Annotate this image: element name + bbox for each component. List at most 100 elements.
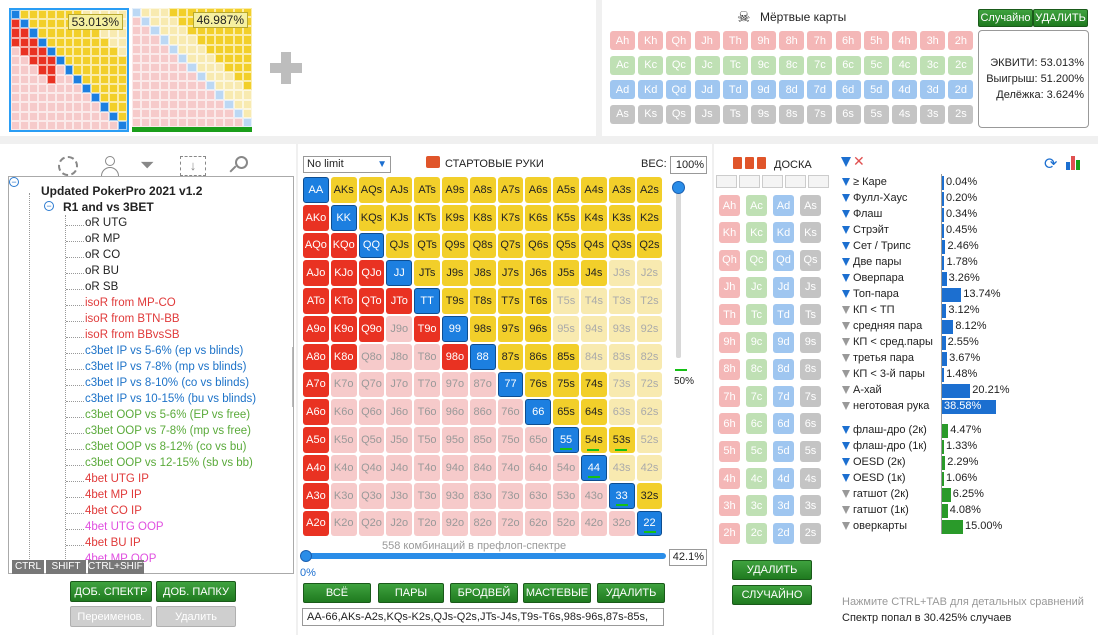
hand-J4s[interactable]: J4s bbox=[580, 260, 607, 287]
board-card-7h[interactable]: 7h bbox=[719, 386, 740, 408]
hand-55[interactable]: 55 bbox=[553, 427, 579, 453]
dead-card-5s[interactable]: 5s bbox=[863, 104, 889, 124]
hand-Q9o[interactable]: Q9o bbox=[358, 315, 385, 342]
hand-A3s[interactable]: A3s bbox=[608, 177, 635, 203]
board-card-3s[interactable]: 3s bbox=[800, 495, 821, 517]
rename-button[interactable]: Переименов. bbox=[70, 606, 152, 627]
hand-T5s[interactable]: T5s bbox=[553, 288, 579, 314]
board-card-Jd[interactable]: Jd bbox=[773, 276, 794, 298]
hand-84s[interactable]: 84s bbox=[580, 343, 607, 370]
hand-J2s[interactable]: J2s bbox=[636, 260, 663, 287]
hand-32o[interactable]: 32o bbox=[608, 510, 635, 537]
hand-T7o[interactable]: T7o bbox=[414, 371, 440, 398]
board-card-Js[interactable]: Js bbox=[800, 276, 821, 298]
hand-Q7o[interactable]: Q7o bbox=[358, 371, 385, 398]
hand-82s[interactable]: 82s bbox=[636, 343, 663, 370]
hand-JJ[interactable]: JJ bbox=[386, 260, 413, 287]
tree-item[interactable]: c3bet OOP vs 5-6% (EP vs free) bbox=[85, 409, 251, 421]
hand-K9o[interactable]: K9o bbox=[330, 315, 357, 342]
hand-T5o[interactable]: T5o bbox=[414, 427, 440, 453]
hand-99[interactable]: 99 bbox=[441, 315, 468, 342]
stat-row[interactable]: КП < сред.пары 2.55% bbox=[842, 335, 1042, 351]
hand-Q6o[interactable]: Q6o bbox=[358, 399, 385, 426]
dead-delete-button[interactable]: УДАЛИТЬ bbox=[1033, 9, 1088, 27]
filter-icon[interactable] bbox=[842, 242, 850, 250]
hand-Q2o[interactable]: Q2o bbox=[358, 510, 385, 537]
hand-74o[interactable]: 74o bbox=[497, 454, 524, 481]
hand-98o[interactable]: 98o bbox=[441, 343, 468, 370]
board-slot[interactable] bbox=[739, 175, 760, 188]
hand-63s[interactable]: 63s bbox=[608, 399, 635, 426]
clear-filter-icon[interactable]: ✕ bbox=[853, 153, 865, 169]
range-text-input[interactable]: AA-66,AKs-A2s,KQs-K2s,QJs-Q2s,JTs-J4s,T9… bbox=[302, 608, 664, 626]
hand-A9o[interactable]: A9o bbox=[303, 315, 329, 342]
board-card-Jc[interactable]: Jc bbox=[746, 276, 767, 298]
stat-row[interactable]: ≥ Каре 0.04% bbox=[842, 175, 1042, 191]
board-card-Jh[interactable]: Jh bbox=[719, 276, 740, 298]
board-card-2s[interactable]: 2s bbox=[800, 522, 821, 544]
hand-A4s[interactable]: A4s bbox=[580, 177, 607, 203]
tree-scrollbar[interactable] bbox=[292, 347, 293, 407]
tree-item[interactable]: isoR from MP-CO bbox=[85, 297, 176, 309]
board-card-Ad[interactable]: Ad bbox=[773, 195, 794, 216]
dead-card-Qs[interactable]: Qs bbox=[666, 104, 692, 124]
dead-card-9h[interactable]: 9h bbox=[751, 31, 776, 50]
hand-J8o[interactable]: J8o bbox=[386, 343, 413, 370]
dead-card-Jd[interactable]: Jd bbox=[694, 80, 720, 99]
hand-ATo[interactable]: ATo bbox=[303, 288, 329, 314]
board-card-4h[interactable]: 4h bbox=[719, 468, 740, 489]
range-button-3[interactable]: МАСТЕВЫЕ bbox=[523, 583, 591, 603]
hand-86s[interactable]: 86s bbox=[525, 343, 552, 370]
hand-J8s[interactable]: J8s bbox=[469, 260, 496, 287]
hand-AKs[interactable]: AKs bbox=[330, 177, 357, 203]
user-icon[interactable] bbox=[101, 156, 119, 176]
dead-card-7s[interactable]: 7s bbox=[807, 104, 833, 124]
hand-53s[interactable]: 53s bbox=[608, 427, 635, 453]
hand-K7s[interactable]: K7s bbox=[497, 204, 524, 231]
hand-94s[interactable]: 94s bbox=[580, 315, 607, 342]
hand-Q5s[interactable]: Q5s bbox=[553, 232, 579, 259]
range-button-2[interactable]: БРОДВЕЙ bbox=[450, 583, 518, 603]
board-card-8s[interactable]: 8s bbox=[800, 358, 821, 380]
board-card-5c[interactable]: 5c bbox=[746, 440, 767, 462]
hand-J6s[interactable]: J6s bbox=[525, 260, 552, 287]
hand-K9s[interactable]: K9s bbox=[441, 204, 468, 231]
filter-icon[interactable] bbox=[841, 157, 851, 167]
hand-A5o[interactable]: A5o bbox=[303, 427, 329, 453]
hand-95s[interactable]: 95s bbox=[553, 315, 579, 342]
hand-95o[interactable]: 95o bbox=[441, 427, 468, 453]
board-card-8h[interactable]: 8h bbox=[719, 358, 740, 380]
board-card-8d[interactable]: 8d bbox=[773, 358, 794, 380]
filter-icon[interactable] bbox=[842, 290, 850, 298]
board-card-7d[interactable]: 7d bbox=[773, 386, 794, 408]
hand-87o[interactable]: 87o bbox=[469, 371, 496, 398]
hand-42s[interactable]: 42s bbox=[636, 454, 663, 481]
hand-KTo[interactable]: KTo bbox=[330, 288, 357, 314]
hand-T8o[interactable]: T8o bbox=[414, 343, 440, 370]
hand-65o[interactable]: 65o bbox=[525, 427, 552, 453]
tree-item[interactable]: oR CO bbox=[85, 249, 121, 261]
stat-row[interactable]: флаш-дро (1к) 1.33% bbox=[842, 439, 1042, 455]
dead-card-8c[interactable]: 8c bbox=[779, 55, 805, 75]
hand-J9s[interactable]: J9s bbox=[441, 260, 468, 287]
tree-item[interactable]: c3bet IP vs 10-15% (bu vs blinds) bbox=[85, 393, 257, 405]
tree-item[interactable]: c3bet OOP vs 7-8% (mp vs free) bbox=[85, 425, 251, 437]
stat-row[interactable]: флаш-дро (2к) 4.47% bbox=[842, 423, 1042, 439]
hand-T8s[interactable]: T8s bbox=[469, 288, 496, 314]
dead-card-9c[interactable]: 9c bbox=[751, 55, 776, 75]
hand-54o[interactable]: 54o bbox=[553, 454, 579, 481]
filter-icon[interactable] bbox=[842, 386, 850, 394]
board-card-4d[interactable]: 4d bbox=[773, 468, 794, 489]
tree-item[interactable]: c3bet IP vs 5-6% (ep vs blinds) bbox=[85, 345, 244, 357]
hand-76s[interactable]: 76s bbox=[525, 371, 552, 398]
board-card-Ac[interactable]: Ac bbox=[746, 195, 767, 216]
hand-J6o[interactable]: J6o bbox=[386, 399, 413, 426]
dead-card-7h[interactable]: 7h bbox=[807, 31, 833, 50]
stat-row[interactable]: гатшот (1к) 4.08% bbox=[842, 503, 1042, 519]
dead-card-9d[interactable]: 9d bbox=[751, 80, 776, 99]
hand-A8s[interactable]: A8s bbox=[469, 177, 496, 203]
dead-card-2d[interactable]: 2d bbox=[948, 80, 974, 99]
hand-96s[interactable]: 96s bbox=[525, 315, 552, 342]
hand-Q9s[interactable]: Q9s bbox=[441, 232, 468, 259]
dead-card-5h[interactable]: 5h bbox=[863, 31, 889, 50]
